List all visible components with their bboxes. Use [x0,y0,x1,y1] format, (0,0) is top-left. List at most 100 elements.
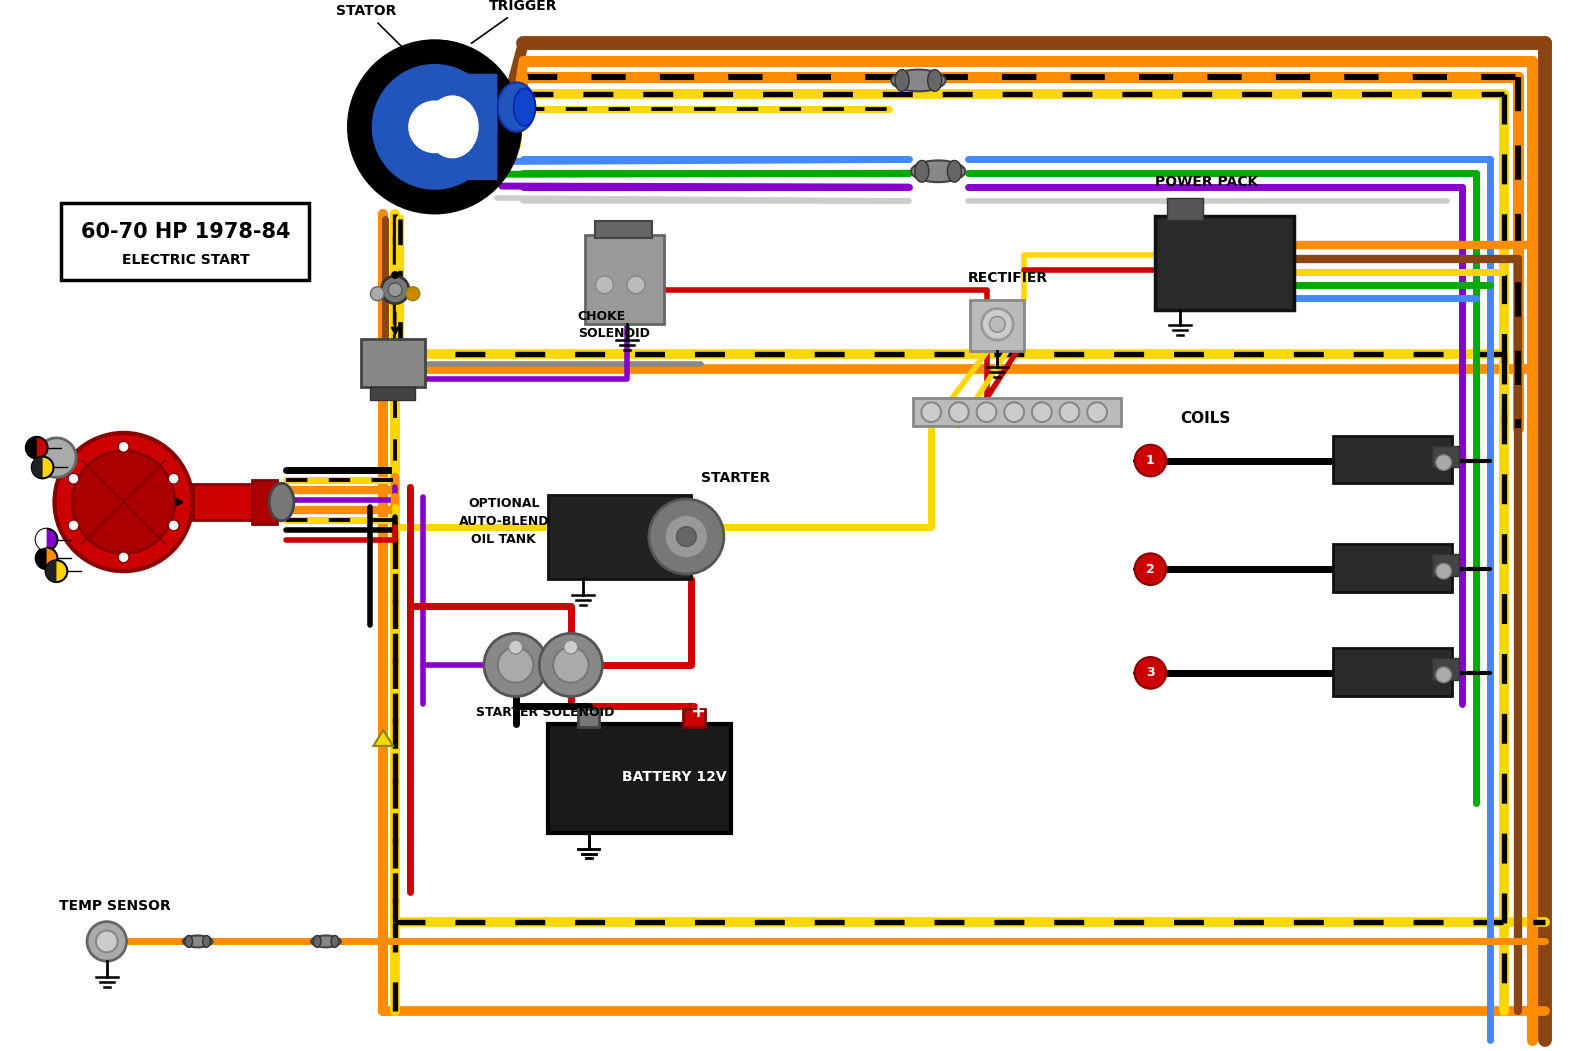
Circle shape [371,287,384,301]
Circle shape [381,276,409,304]
Bar [684,709,706,727]
Circle shape [948,403,969,423]
Bar [585,235,663,325]
Circle shape [1435,563,1451,579]
Text: -: - [585,703,593,721]
Bar [1167,198,1202,220]
Circle shape [1134,657,1166,688]
Circle shape [36,529,57,551]
Circle shape [1134,445,1166,476]
Bar [1155,215,1294,309]
Bar [595,221,652,239]
Bar [1432,658,1459,680]
FancyBboxPatch shape [62,203,309,280]
Ellipse shape [311,935,341,947]
Circle shape [1088,403,1107,423]
Wedge shape [32,456,43,478]
Circle shape [595,276,614,293]
Circle shape [392,271,400,279]
Circle shape [1134,554,1166,585]
Circle shape [982,309,1013,341]
Circle shape [626,276,646,293]
Circle shape [347,40,522,213]
Bar [371,387,416,400]
Ellipse shape [186,935,192,947]
Text: TEMP SENSOR: TEMP SENSOR [59,899,171,913]
Circle shape [168,473,179,485]
Circle shape [68,473,79,485]
Text: OPTIONAL
AUTO-BLEND
OIL TANK: OPTIONAL AUTO-BLEND OIL TANK [458,497,549,547]
Circle shape [565,640,577,654]
Circle shape [554,647,588,683]
Circle shape [406,287,420,301]
Text: STARTER SOLENOID: STARTER SOLENOID [476,706,614,719]
Ellipse shape [203,935,211,947]
Bar [969,300,1025,351]
Polygon shape [449,75,496,180]
Ellipse shape [915,161,929,182]
Circle shape [95,930,117,952]
Circle shape [87,922,127,962]
Circle shape [36,438,76,477]
Circle shape [509,640,522,654]
Circle shape [665,515,707,558]
Circle shape [1435,455,1451,471]
Circle shape [389,283,401,296]
Circle shape [990,316,1006,332]
Circle shape [1059,403,1080,423]
Text: COILS: COILS [1180,411,1231,426]
Bar [1432,554,1459,576]
Circle shape [32,456,54,478]
Bar [360,339,425,387]
Ellipse shape [427,96,477,158]
Circle shape [649,499,723,574]
Text: TRIGGER: TRIGGER [471,0,558,43]
Circle shape [1435,667,1451,683]
Circle shape [677,527,696,547]
Circle shape [117,552,128,562]
Text: CHOKE
SOLENOID: CHOKE SOLENOID [577,310,650,341]
Ellipse shape [314,935,320,947]
Text: 3: 3 [1147,666,1155,679]
Wedge shape [46,560,57,582]
Ellipse shape [910,161,966,182]
Bar [1432,446,1459,468]
Ellipse shape [928,69,942,91]
Bar [549,724,731,832]
Circle shape [539,634,603,697]
Circle shape [1004,403,1025,423]
Ellipse shape [891,69,945,91]
Bar [1334,544,1451,592]
Ellipse shape [182,935,213,947]
Bar [914,398,1121,426]
Text: 2: 2 [1147,562,1155,576]
Circle shape [168,520,179,531]
Text: +: + [690,703,706,721]
Circle shape [498,647,533,683]
Circle shape [409,101,460,152]
Circle shape [68,520,79,531]
Circle shape [921,403,940,423]
Bar [252,480,276,523]
Circle shape [484,634,547,697]
Circle shape [46,560,67,582]
Text: STATOR: STATOR [336,4,403,48]
Bar [549,495,691,579]
Ellipse shape [331,935,339,947]
Text: POWER PACK: POWER PACK [1155,176,1259,189]
Wedge shape [36,548,46,570]
Text: 60-70 HP 1978-84: 60-70 HP 1978-84 [81,223,290,243]
Ellipse shape [514,88,536,126]
Text: 1: 1 [1147,454,1155,467]
Ellipse shape [498,82,536,131]
Text: RECTIFIER: RECTIFIER [967,271,1048,285]
Circle shape [117,441,128,452]
Wedge shape [36,529,46,551]
Circle shape [977,403,996,423]
Circle shape [373,65,496,189]
Circle shape [54,433,193,571]
Bar [1334,436,1451,483]
Polygon shape [373,730,393,746]
Circle shape [36,548,57,570]
Wedge shape [25,437,36,458]
